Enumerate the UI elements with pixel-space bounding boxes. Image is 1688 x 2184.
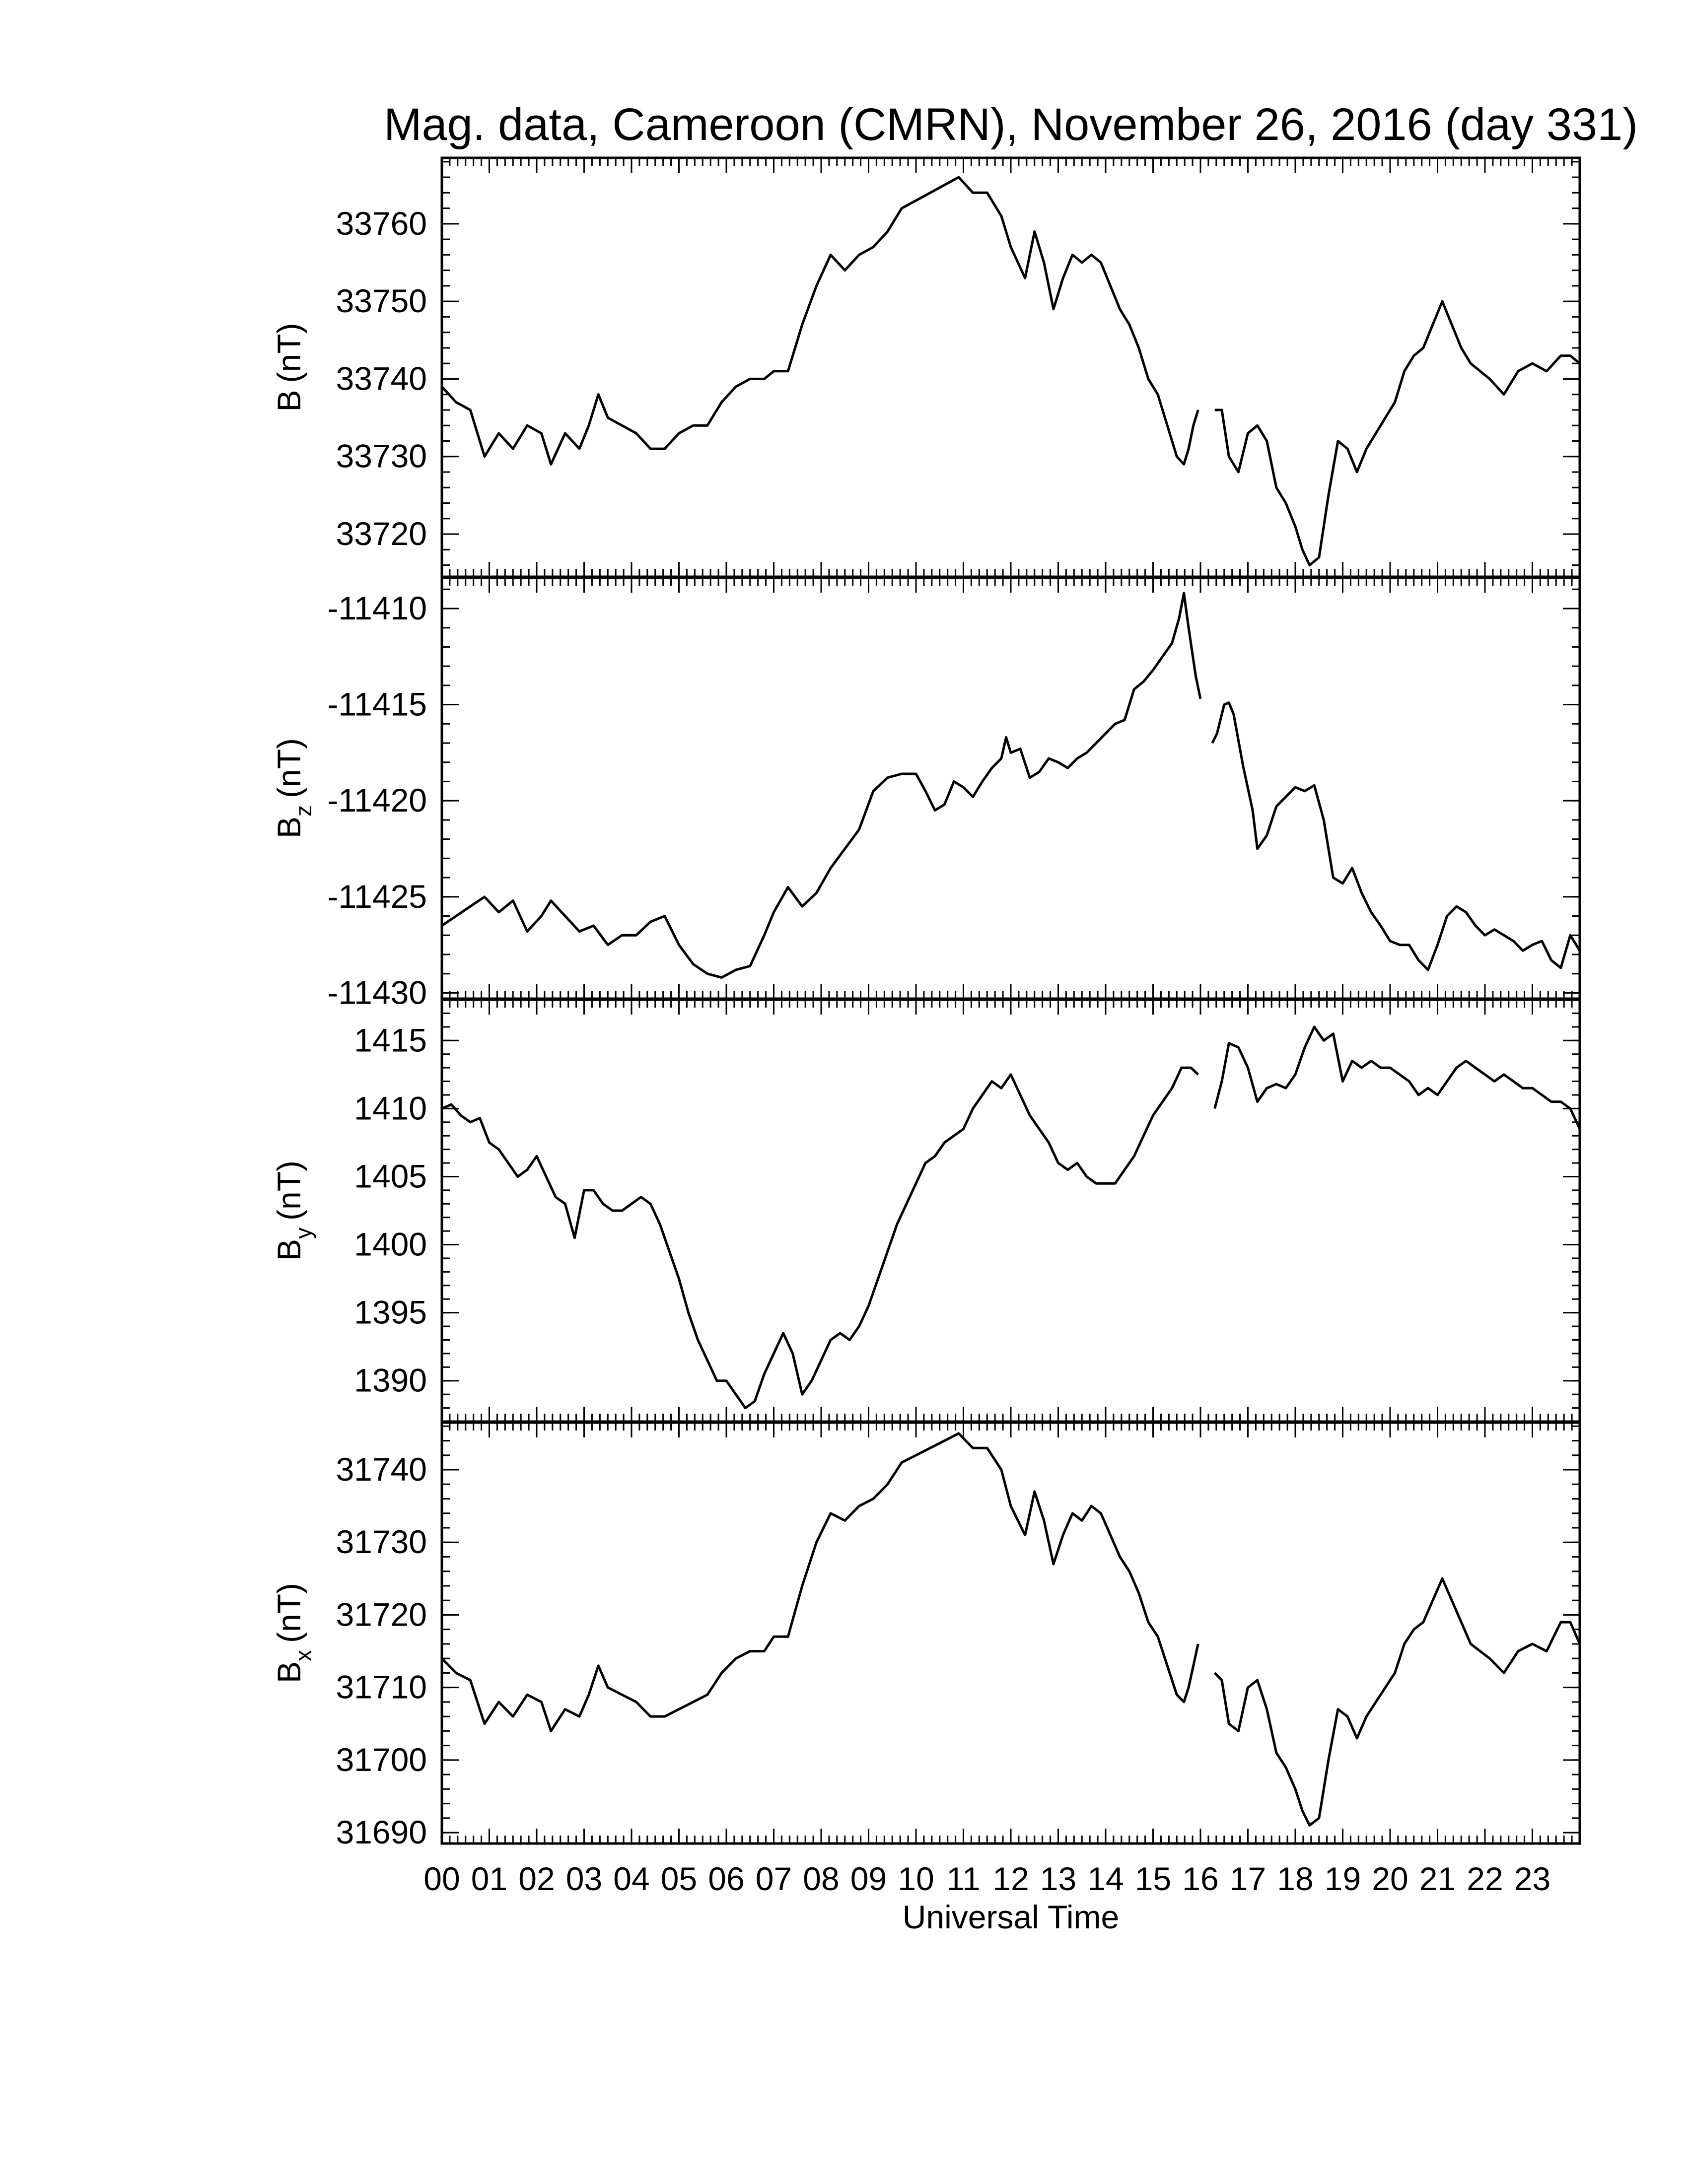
panel-2: -11430 -11425 -11420 -11415 -11410 Bz(nT) <box>271 576 1581 1011</box>
x-axis-label: Universal Time <box>903 1899 1119 1935</box>
x-tick-label: 10 <box>898 1860 934 1897</box>
y-tick-label: 31710 <box>336 1669 427 1706</box>
x-tick-label: 19 <box>1325 1860 1361 1897</box>
y-tick-label: 31730 <box>336 1523 427 1560</box>
y-tick-label: -11420 <box>327 782 427 819</box>
series-line <box>1214 300 1581 567</box>
panels: 3372033730337403375033760B(nT)-11430-114… <box>271 156 1581 1850</box>
x-tick-label: 07 <box>756 1860 792 1897</box>
series-line <box>441 176 1199 466</box>
y-tick-label: -11425 <box>327 878 427 915</box>
x-tick-label: 11 <box>946 1860 981 1897</box>
y-tick-label: 33730 <box>336 438 427 475</box>
y-tick-label: 1390 <box>354 1362 427 1399</box>
panel-3: 1390 1395 1400 1405 1410 1415 By(nT) <box>271 998 1581 1423</box>
x-tick-label: 20 <box>1372 1860 1408 1897</box>
y-tick-label: 33750 <box>336 282 427 319</box>
y-tick-label: -11415 <box>327 686 427 723</box>
x-tick-label: 04 <box>613 1860 649 1897</box>
y-axis-label: Bz(nT) <box>271 738 316 838</box>
x-tick-label: 05 <box>661 1860 697 1897</box>
series-line <box>441 1066 1199 1410</box>
x-tick-label: 21 <box>1419 1860 1456 1897</box>
series-line <box>1213 1577 1581 1827</box>
y-tick-label: 1400 <box>354 1226 427 1263</box>
x-tick-label: 01 <box>471 1860 507 1897</box>
y-tick-label: 1395 <box>354 1294 427 1331</box>
y-tick-label: 31720 <box>336 1596 427 1633</box>
x-tick-label: 14 <box>1087 1860 1124 1897</box>
y-tick-label: 33760 <box>336 205 427 242</box>
x-tick-label: 15 <box>1135 1860 1171 1897</box>
y-tick-label: 33740 <box>336 360 427 397</box>
panel-frame <box>440 1421 1581 1845</box>
y-tick-label: 31740 <box>336 1451 427 1488</box>
x-tick-label: 13 <box>1040 1860 1076 1897</box>
y-tick-label: -11430 <box>327 974 427 1011</box>
series-line <box>441 592 1202 979</box>
panel-frame <box>440 156 1581 578</box>
y-tick-label: 1410 <box>354 1090 427 1126</box>
series-line <box>1211 701 1581 971</box>
y-tick-label: -11410 <box>327 590 427 626</box>
x-tick-label: 12 <box>992 1860 1029 1897</box>
series-line <box>1213 1025 1581 1130</box>
y-tick-label: 33720 <box>336 515 427 552</box>
y-axis-label: B(nT) <box>271 323 307 411</box>
x-tick-labels: 00 01 02 03 04 05 06 07 08 09 10 11 12 13 14 15 16 17 18 19… <box>423 1860 1550 1897</box>
y-tick-label: 31700 <box>336 1741 427 1778</box>
y-axis-label: Bx(nT) <box>271 1583 316 1683</box>
x-tick-label: 22 <box>1467 1860 1503 1897</box>
chart-title: Mag. data, Cameroon (CMRN), November 26,… <box>384 99 1638 150</box>
x-tick-label: 02 <box>518 1860 555 1897</box>
panel-4: 31690 31700 31710 31720 31730 31740 Bx(nT) <box>271 1421 1581 1850</box>
x-tick-label: 16 <box>1182 1860 1218 1897</box>
panel-1: 33720 33730 33740 33750 33760 B(nT) <box>271 156 1581 578</box>
x-tick-label: 09 <box>850 1860 887 1897</box>
x-tick-label: 06 <box>708 1860 744 1897</box>
x-tick-label: 00 <box>423 1860 460 1897</box>
x-tick-label: 23 <box>1514 1860 1550 1897</box>
x-tick-label: 03 <box>566 1860 602 1897</box>
y-axis-label: By(nT) <box>271 1160 316 1261</box>
x-tick-label: 08 <box>803 1860 839 1897</box>
x-tick-label: 17 <box>1230 1860 1266 1897</box>
y-tick-label: 1415 <box>354 1022 427 1058</box>
x-tick-label: 18 <box>1277 1860 1313 1897</box>
y-tick-label: 31690 <box>336 1814 427 1850</box>
series-line <box>441 1432 1199 1732</box>
y-tick-label: 1405 <box>354 1158 427 1194</box>
panel-frame <box>440 576 1581 1000</box>
